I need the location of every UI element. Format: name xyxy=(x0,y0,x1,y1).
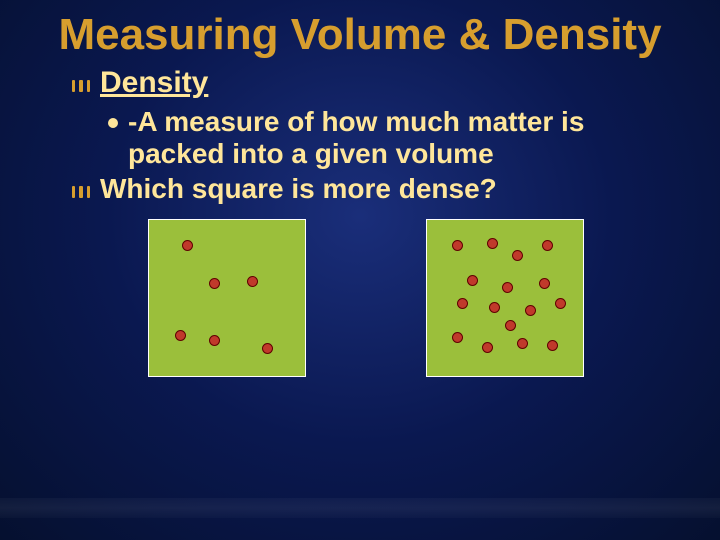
dot-bullet-icon xyxy=(108,118,118,128)
particle-dot xyxy=(505,320,516,331)
content-area: Density -A measure of how much matter is… xyxy=(0,58,720,377)
particle-dot xyxy=(452,332,463,343)
stripe-bullet-icon xyxy=(72,186,94,198)
particle-dot xyxy=(512,250,523,261)
particle-dot xyxy=(547,340,558,351)
definition-text: -A measure of how much matter is packed … xyxy=(128,106,660,170)
particle-dot xyxy=(517,338,528,349)
particle-dot xyxy=(482,342,493,353)
particle-dot xyxy=(555,298,566,309)
bullet-density: Density xyxy=(72,66,660,100)
section-heading: Density xyxy=(100,66,208,100)
particle-dot xyxy=(502,282,513,293)
particle-dot xyxy=(539,278,550,289)
particle-dot xyxy=(452,240,463,251)
question-text: Which square is more dense? xyxy=(100,173,497,205)
squares-container xyxy=(72,219,660,377)
particle-dot xyxy=(487,238,498,249)
particle-dot xyxy=(467,275,478,286)
bullet-question: Which square is more dense? xyxy=(72,173,660,205)
slide-title: Measuring Volume & Density xyxy=(0,0,720,58)
particle-dot xyxy=(525,305,536,316)
square-left xyxy=(148,219,306,377)
particle-dot xyxy=(489,302,500,313)
floor-highlight xyxy=(0,498,720,518)
particle-dot xyxy=(175,330,186,341)
square-right xyxy=(426,219,584,377)
stripe-bullet-icon xyxy=(72,80,94,92)
particle-dot xyxy=(209,335,220,346)
particle-dot xyxy=(457,298,468,309)
particle-dot xyxy=(247,276,258,287)
particle-dot xyxy=(542,240,553,251)
particle-dot xyxy=(262,343,273,354)
particle-dot xyxy=(182,240,193,251)
particle-dot xyxy=(209,278,220,289)
definition-row: -A measure of how much matter is packed … xyxy=(72,106,660,170)
